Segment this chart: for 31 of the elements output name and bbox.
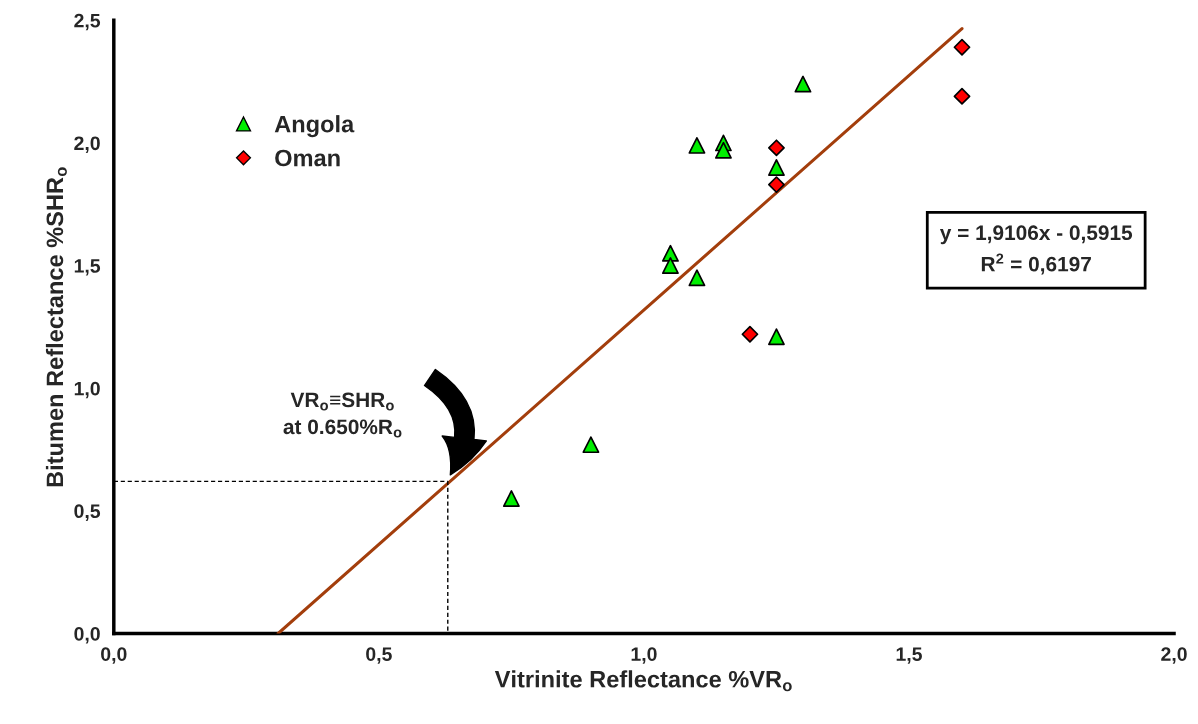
x-tick-label: 0,5 [366, 647, 392, 664]
x-tick-label: 1,0 [631, 647, 657, 664]
legend-label: Oman [275, 149, 340, 167]
point [741, 325, 759, 343]
point [768, 176, 785, 194]
x-tick-label: 1,5 [896, 647, 922, 664]
point [953, 87, 971, 105]
y-tick-label: 0,5 [74, 504, 101, 521]
annotation: y = 1,9106x - 0,5915 R$^{2}$ = 0,6197 [939, 225, 1133, 275]
point [714, 141, 732, 159]
y-tick-label: 1,0 [74, 381, 100, 399]
y-tick-label: 2,0 [74, 136, 100, 153]
y-tick-label: 0,0 [74, 626, 100, 644]
point [768, 328, 785, 346]
legend-label: Angola [274, 115, 355, 138]
point [502, 490, 520, 508]
x-tick-label: 0,0 [101, 647, 127, 664]
point [768, 139, 785, 157]
point [688, 269, 706, 287]
point [688, 136, 706, 154]
point [582, 436, 600, 454]
point [661, 257, 679, 275]
y-axis-title: Bitumen Reflectance %SHR$_{o}$ [45, 167, 67, 487]
x-axis-title: Vitrinite Reflectance %VR$_{o}$ [494, 670, 792, 692]
annotation: VR$_{o}$≡SHR$_{o}$ at 0.650%R$_{o}$ [283, 392, 402, 438]
x-tick-label: 2,0 [1161, 647, 1187, 664]
point [953, 38, 971, 56]
y-tick-label: 1,5 [74, 259, 101, 276]
point [794, 75, 812, 93]
point [768, 159, 785, 176]
y-tick-label: 2,5 [74, 13, 101, 31]
